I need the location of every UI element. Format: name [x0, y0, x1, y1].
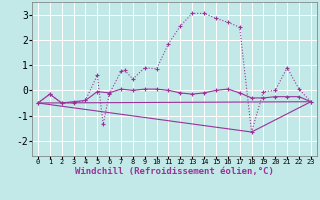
X-axis label: Windchill (Refroidissement éolien,°C): Windchill (Refroidissement éolien,°C) — [75, 167, 274, 176]
